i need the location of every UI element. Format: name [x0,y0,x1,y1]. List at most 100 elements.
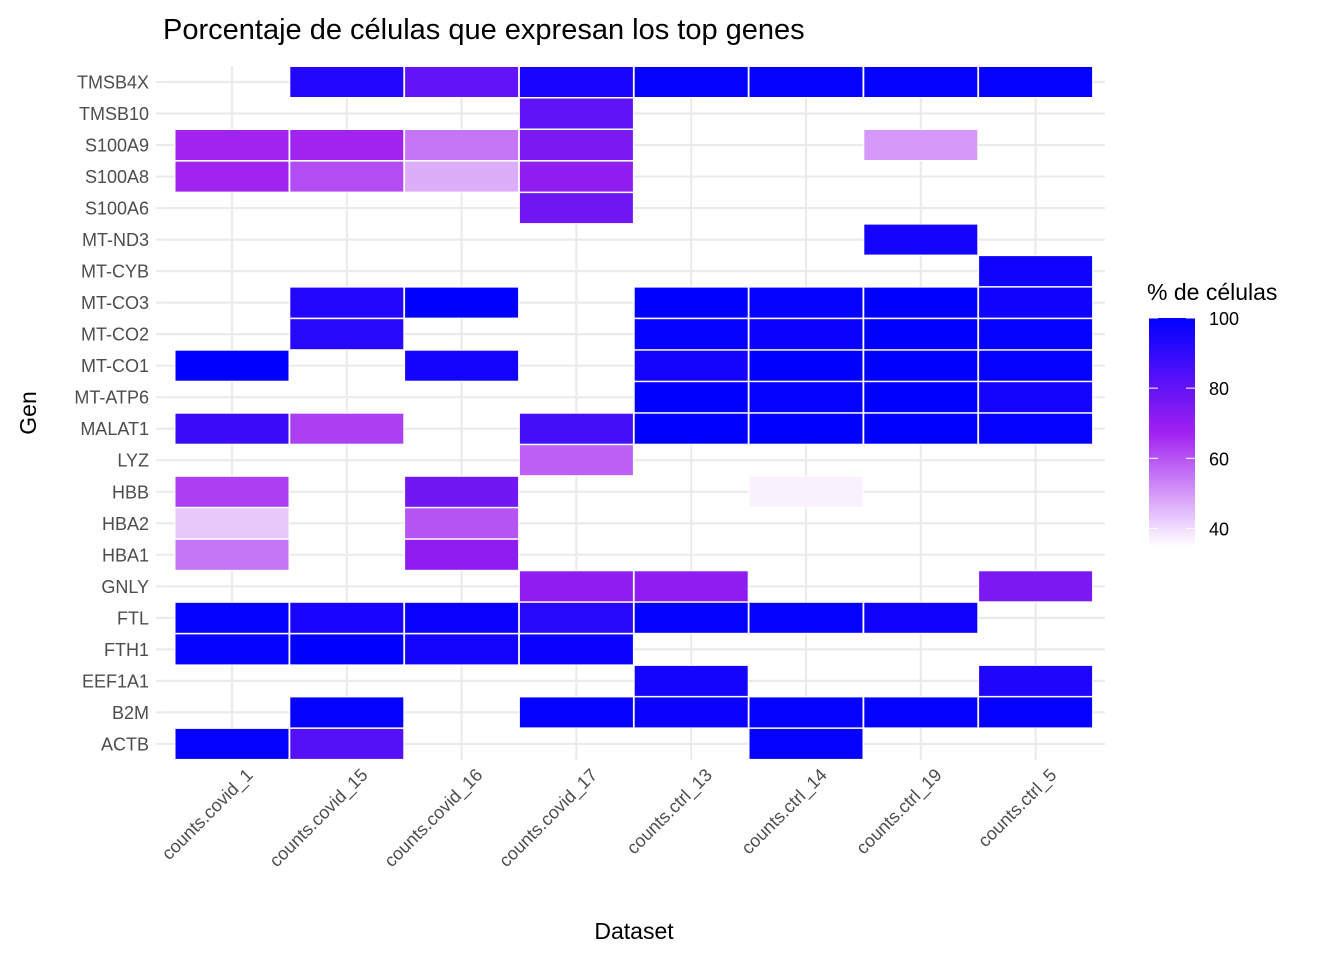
heatmap-tile-S100A8-counts.covid_17 [518,160,634,193]
heatmap-tile-MT-CO1-counts.covid_16 [404,349,520,382]
heatmap-tile-S100A9-counts.covid_15 [289,129,405,161]
y-tick-label: MT-CO1 [81,356,149,376]
heatmap-tile-FTL-counts.covid_1 [174,601,290,634]
heatmap-tile-HBA1-counts.covid_1 [174,538,290,571]
heatmap-tile-MT-CO2-counts.ctrl_5 [978,318,1094,351]
y-axis-title: Gen [15,391,41,434]
heatmap-tile-TMSB4X-counts.ctrl_19 [863,66,979,98]
y-tick-label: MT-CYB [81,262,149,282]
heatmap-tile-FTH1-counts.covid_16 [404,633,520,666]
heatmap-tile-LYZ-counts.covid_17 [518,444,634,477]
heatmap-tile-B2M-counts.ctrl_14 [748,696,864,729]
heatmap-tile-FTL-counts.ctrl_13 [633,601,749,634]
heatmap-tile-TMSB10-counts.covid_17 [518,97,634,130]
y-tick-label: FTL [117,608,149,628]
heatmap-tile-MALAT1-counts.covid_17 [518,412,634,445]
x-axis-ticks: counts.covid_1 counts.covid_15 counts.covi… [158,765,1061,872]
heatmap-tile-TMSB4X-counts.ctrl_13 [633,66,749,98]
heatmap-tile-MT-CO3-counts.ctrl_13 [633,286,749,319]
y-tick-label: MT-ATP6 [74,388,149,408]
x-tick-label: counts.covid_15 [265,765,372,872]
heatmap-tile-MT-CYB-counts.ctrl_5 [978,255,1094,288]
heatmap-tile-HBA1-counts.covid_16 [404,538,520,571]
heatmap-tile-MT-ATP6-counts.ctrl_13 [633,381,749,414]
heatmap-tile-MT-CO1-counts.covid_1 [174,349,290,382]
x-tick-label: counts.covid_17 [495,765,602,872]
y-tick-label: MALAT1 [80,419,149,439]
y-tick-label: HBA1 [102,545,149,565]
y-tick-label: LYZ [117,451,149,471]
heatmap-tile-S100A8-counts.covid_15 [289,160,405,193]
y-tick-label: MT-CO2 [81,325,149,345]
legend-tick-label: 100 [1209,309,1239,329]
heatmap-tile-HBA2-counts.covid_16 [404,507,520,540]
heatmap-tile-TMSB4X-counts.covid_16 [404,66,520,98]
heatmap-tile-MT-CO3-counts.ctrl_5 [978,286,1094,319]
heatmap-tile-FTL-counts.covid_15 [289,601,405,634]
heatmap-tile-MALAT1-counts.ctrl_5 [978,412,1094,445]
heatmap-tile-HBB-counts.ctrl_14 [748,475,864,508]
y-tick-label: HBA2 [102,514,149,534]
y-tick-label: TMSB4X [77,73,149,93]
heatmap-tiles [174,66,1094,760]
heatmap-tile-B2M-counts.ctrl_19 [863,696,979,729]
y-tick-label: EEF1A1 [82,671,149,691]
x-tick-label: counts.covid_16 [380,765,487,872]
heatmap-tile-HBA2-counts.covid_1 [174,507,290,540]
heatmap-tile-HBB-counts.covid_16 [404,475,520,508]
y-tick-label: B2M [112,703,149,723]
heatmap-tile-FTH1-counts.covid_15 [289,633,405,666]
legend-colorbar [1149,318,1195,546]
heatmap-tile-GNLY-counts.covid_17 [518,570,634,603]
heatmap-tile-MT-ND3-counts.ctrl_19 [863,223,979,256]
heatmap-tile-MT-CO1-counts.ctrl_14 [748,349,864,382]
y-tick-label: MT-CO3 [81,293,149,313]
heatmap-tile-MALAT1-counts.ctrl_19 [863,412,979,445]
x-axis-title: Dataset [594,918,674,944]
heatmap-tile-S100A8-counts.covid_16 [404,160,520,193]
heatmap-tile-FTH1-counts.covid_17 [518,633,634,666]
heatmap-tile-MT-CO3-counts.ctrl_19 [863,286,979,319]
legend-title: % de células [1147,279,1277,305]
heatmap-tile-MT-CO1-counts.ctrl_5 [978,349,1094,382]
heatmap-tile-TMSB4X-counts.covid_15 [289,66,405,98]
heatmap-tile-MALAT1-counts.ctrl_13 [633,412,749,445]
y-tick-label: ACTB [101,734,149,754]
heatmap-tile-MT-CO3-counts.covid_16 [404,286,520,319]
heatmap-tile-S100A9-counts.ctrl_19 [863,129,979,161]
x-tick-label: counts.ctrl_19 [852,765,946,859]
y-tick-label: MT-ND3 [82,230,149,250]
y-tick-label: GNLY [101,577,149,597]
heatmap-tile-HBB-counts.covid_1 [174,475,290,508]
heatmap-tile-B2M-counts.ctrl_5 [978,696,1094,729]
heatmap-tile-ACTB-counts.covid_1 [174,727,290,760]
heatmap-tile-GNLY-counts.ctrl_5 [978,570,1094,603]
heatmap-tile-MT-CO2-counts.ctrl_14 [748,318,864,351]
heatmap-tile-FTL-counts.covid_16 [404,601,520,634]
heatmap-tile-MALAT1-counts.covid_1 [174,412,290,445]
heatmap-tile-FTH1-counts.covid_1 [174,633,290,666]
x-tick-label: counts.ctrl_14 [737,765,831,859]
heatmap-tile-EEF1A1-counts.ctrl_13 [633,664,749,697]
heatmap-tile-MALAT1-counts.covid_15 [289,412,405,445]
heatmap-tile-MT-CO2-counts.covid_15 [289,318,405,351]
heatmap-tile-B2M-counts.ctrl_13 [633,696,749,729]
heatmap-tile-MT-CO3-counts.covid_15 [289,286,405,319]
heatmap-tile-TMSB4X-counts.covid_17 [518,66,634,98]
heatmap-tile-MT-CO3-counts.ctrl_14 [748,286,864,319]
x-tick-label: counts.ctrl_5 [974,765,1061,852]
heatmap-tile-TMSB4X-counts.ctrl_14 [748,66,864,98]
heatmap-tile-ACTB-counts.ctrl_14 [748,727,864,760]
heatmap-tile-MT-CO2-counts.ctrl_19 [863,318,979,351]
heatmap-tile-EEF1A1-counts.ctrl_5 [978,664,1094,697]
heatmap-tile-MT-CO1-counts.ctrl_13 [633,349,749,382]
heatmap-tile-S100A9-counts.covid_16 [404,129,520,161]
legend-tick-label: 40 [1209,519,1229,539]
heatmap-tile-S100A9-counts.covid_1 [174,129,290,161]
heatmap-tile-MT-CO1-counts.ctrl_19 [863,349,979,382]
y-tick-label: TMSB10 [79,104,149,124]
legend-ticks: 40 60 80 100 [1149,309,1239,539]
y-tick-label: FTH1 [104,640,149,660]
heatmap-tile-MT-ATP6-counts.ctrl_14 [748,381,864,414]
